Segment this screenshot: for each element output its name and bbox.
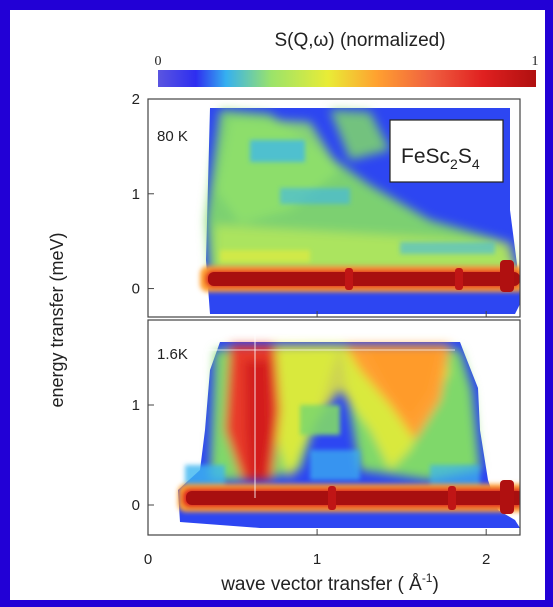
panel-top-y-ticks: 0 1 2 [132,91,154,298]
y-tick-label: 0 [132,281,140,298]
panel-top-elastic-line [208,272,520,286]
colorbar [158,70,536,87]
y-tick-label: 2 [132,91,140,108]
colorbar-max-label: 1 [532,54,539,69]
y-tick-label: 1 [132,186,140,203]
panel-bottom-y-ticks: 01 [132,397,154,514]
panel-bottom-elastic-line [186,491,524,505]
colorbar-title: S(Q,ω) (normalized) [274,30,445,51]
heatmap-figure: S(Q,ω) (normalized) 0 1 [10,10,545,600]
compound-formula: FeSc2S4 [401,145,480,172]
panel-top-temperature: 80 K [157,128,188,145]
figure-frame: S(Q,ω) (normalized) 0 1 [10,10,545,600]
x-tick-label: 2 [482,551,490,568]
panel-bottom-temperature: 1.6K [157,346,188,363]
x-tick-label: 0 [144,551,152,568]
y-axis-label: energy transfer (meV) [47,232,67,407]
colorbar-min-label: 0 [155,54,162,69]
x-axis-label: wave vector transfer ( Å-1) [220,571,439,595]
y-tick-label: 0 [132,497,140,514]
x-tick-label: 1 [313,551,321,568]
panel-bottom-heatmap [158,322,530,528]
y-tick-label: 1 [132,397,140,414]
